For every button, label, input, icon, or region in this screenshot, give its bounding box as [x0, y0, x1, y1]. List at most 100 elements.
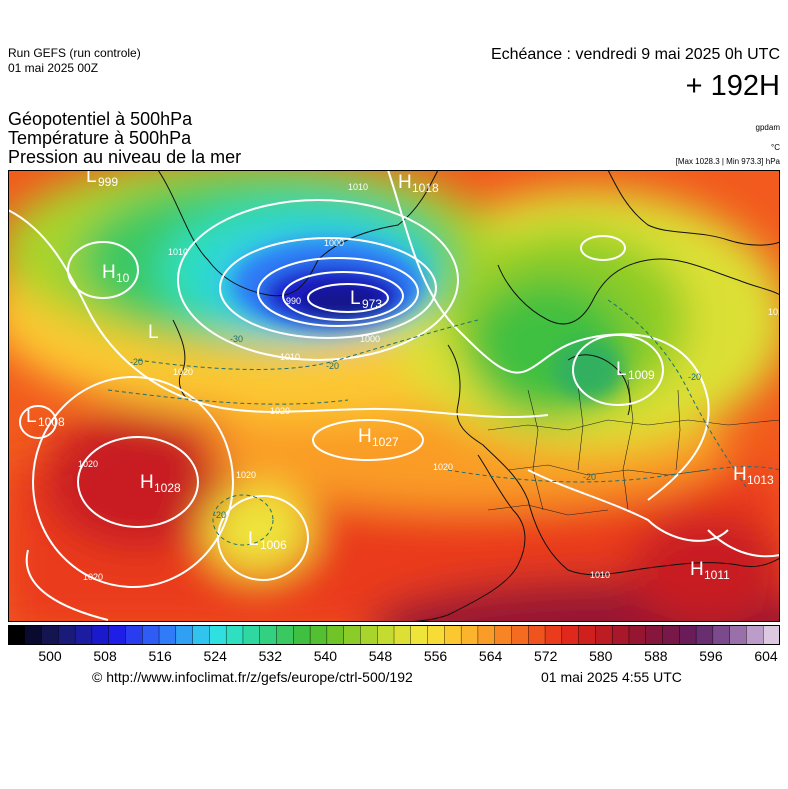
isobar-label: 1020: [433, 462, 453, 472]
isotherm-label: -20: [583, 472, 596, 482]
color-scale-cell: [209, 625, 227, 645]
high-center: H: [102, 262, 116, 283]
color-scale-cell: [377, 625, 395, 645]
color-scale-tick: 564: [478, 648, 503, 664]
color-scale-cell: [628, 625, 647, 645]
isobars: [8, 170, 780, 621]
color-scale-bar: [8, 625, 780, 645]
color-scale-cell: [108, 625, 126, 645]
generation-timestamp: 01 mai 2025 4:55 UTC: [541, 669, 682, 685]
geopotential-field: [8, 170, 780, 622]
isobar-label: 1010: [348, 182, 368, 192]
color-scale-cell: [662, 625, 680, 645]
color-scale-cell: [528, 625, 546, 645]
color-scale-cell: [679, 625, 697, 645]
color-scale-cell: [343, 625, 361, 645]
isobar-label: 1020: [270, 406, 290, 416]
run-date: 01 mai 2025 00Z: [8, 61, 99, 75]
color-scale-cell: [309, 625, 328, 645]
color-scale-tick: 524: [203, 648, 227, 664]
field-temperature: Température à 500hPa: [8, 128, 192, 148]
color-scale-tick: 508: [93, 648, 117, 664]
unit-temperature: °C: [771, 143, 780, 152]
color-scale-cell: [544, 625, 563, 645]
color-scale-cell: [695, 625, 714, 645]
isobar-label: 1020: [83, 572, 103, 582]
high-center: H: [690, 559, 704, 580]
isobar-label: 1020: [78, 459, 98, 469]
color-scale-cell: [427, 625, 445, 645]
run-info: Run GEFS (run controle) 01 mai 2025 00Z: [8, 46, 141, 76]
color-scale-cell: [729, 625, 747, 645]
low-center-value: 973: [362, 297, 382, 311]
field-pressure: Pression au niveau de la mer: [8, 147, 242, 167]
field-geopotential: Géopotentiel à 500hPa: [8, 109, 193, 129]
high-center-value: 1027: [372, 435, 399, 449]
high-center: H: [733, 464, 747, 485]
unit-geopotential: gpdam: [755, 123, 780, 132]
pressure-centers: H 1028 H 1027 H 1011 H 1013 H 1018 H 10 …: [26, 170, 774, 582]
low-center-value: 1009: [628, 368, 655, 382]
low-center-value: 1006: [260, 538, 287, 552]
color-scale-cell: [58, 625, 76, 645]
color-scale-cell: [561, 625, 580, 645]
color-scale-cell: [326, 625, 345, 645]
color-scale-cell: [511, 625, 529, 645]
map-frame: [8, 170, 780, 622]
color-scale-cell: [494, 625, 512, 645]
isotherm-label: -20: [688, 372, 701, 382]
color-scale-cell: [8, 625, 26, 645]
color-scale-cell: [595, 625, 613, 645]
color-scale-tick: 532: [258, 648, 282, 664]
low-center-value: 1008: [38, 415, 65, 429]
high-center: H: [140, 472, 154, 493]
low-center: L: [86, 170, 97, 187]
color-scale-cell: [477, 625, 496, 645]
color-scale-cell: [125, 625, 143, 645]
color-scale-cell: [611, 625, 630, 645]
color-scale-cell: [158, 625, 177, 645]
isobar-label: 990: [286, 296, 301, 306]
isotherm-label: -20: [326, 361, 339, 371]
unit-pressure-range: [Max 1028.3 | Min 973.3] hPa: [675, 157, 780, 166]
high-center-value: 1011: [704, 568, 730, 582]
run-model: Run GEFS (run controle): [8, 46, 141, 60]
color-scale-cell: [645, 625, 664, 645]
low-center-value: 999: [98, 175, 118, 189]
lead-time: + 192H: [685, 70, 780, 102]
color-scale-cell: [74, 625, 93, 645]
color-scale-tick: 540: [313, 648, 338, 664]
color-scale-cell: [712, 625, 731, 645]
isotherms: [107, 299, 780, 546]
color-scale-cell: [242, 625, 261, 645]
coastlines: [157, 170, 780, 622]
color-scale-cell: [360, 625, 378, 645]
low-center: L: [350, 288, 361, 309]
color-scale-cell: [578, 625, 596, 645]
color-scale-cell: [225, 625, 244, 645]
color-scale-cell: [746, 625, 764, 645]
isotherm-label: -20: [130, 357, 143, 367]
low-center: L: [616, 359, 627, 380]
forecast-valid-time: Echéance : vendredi 9 mai 2025 0h UTC: [490, 46, 780, 63]
color-scale-tick: 596: [699, 648, 723, 664]
color-scale-cell: [460, 625, 479, 645]
source-url[interactable]: © http://www.infoclimat.fr/z/gefs/europe…: [92, 669, 413, 685]
color-scale-tick: 548: [368, 648, 393, 664]
isotherm-label: -30: [230, 334, 243, 344]
isobar-label: 1010: [590, 570, 610, 580]
isobar-label: 1010: [768, 307, 780, 317]
color-scale-cell: [91, 625, 110, 645]
isobar-label: 1000: [360, 334, 380, 344]
color-scale-cell: [142, 625, 160, 645]
isobar-label: 1010: [280, 352, 300, 362]
color-scale-tick: 500: [38, 648, 62, 664]
isotherm-label: -20: [213, 510, 226, 520]
weather-map: H 1028 H 1027 H 1011 H 1013 H 1018 H 10 …: [8, 170, 780, 622]
color-scale-cell: [763, 625, 780, 645]
color-scale-cell: [41, 625, 59, 645]
color-scale-cell: [410, 625, 429, 645]
isobar-label: 1020: [236, 470, 256, 480]
color-scale-cell: [293, 625, 311, 645]
color-scale-tick: 580: [589, 648, 613, 664]
